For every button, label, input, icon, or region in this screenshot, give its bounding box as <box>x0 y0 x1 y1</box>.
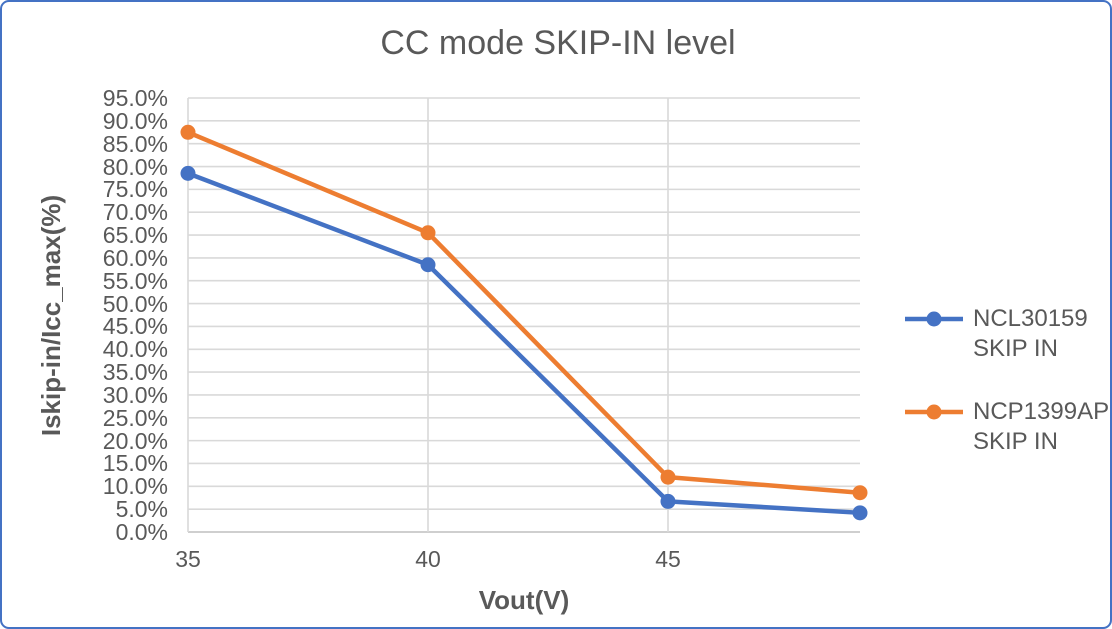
x-tick-label: 40 <box>415 546 441 572</box>
y-tick-label: 45.0% <box>102 313 168 340</box>
y-tick-label: 65.0% <box>102 222 168 249</box>
y-tick-label: 25.0% <box>102 404 168 431</box>
x-tick-label: 35 <box>175 546 201 572</box>
x-tick-label: 45 <box>655 546 681 572</box>
y-tick-label: 20.0% <box>102 427 168 454</box>
y-tick-label: 55.0% <box>102 267 168 294</box>
chart-title: CC mode SKIP-IN level <box>380 24 736 62</box>
y-tick-label: 60.0% <box>102 244 168 271</box>
y-tick-label: 15.0% <box>102 450 168 477</box>
y-tick-label: 40.0% <box>102 336 168 363</box>
series-line <box>185 130 863 495</box>
legend-item: NCP1399AP SKIP IN <box>904 397 1110 457</box>
y-tick-label: 90.0% <box>102 107 168 134</box>
y-tick-label: 70.0% <box>102 199 168 226</box>
y-tick-label: 35.0% <box>102 359 168 386</box>
data-point-marker <box>660 493 676 509</box>
legend-label: NCL30159 SKIP IN <box>973 305 1088 362</box>
legend: NCL30159 SKIP IN NCP1399AP SKIP IN <box>904 304 1110 457</box>
data-point-marker <box>852 485 868 501</box>
series-line <box>185 171 863 516</box>
legend-item: NCL30159 SKIP IN <box>904 304 1110 364</box>
data-point-marker <box>660 469 676 485</box>
y-tick-label: 80.0% <box>102 153 168 180</box>
data-point-marker <box>420 225 436 241</box>
plot-area <box>180 97 868 533</box>
y-tick-label: 75.0% <box>102 176 168 203</box>
y-tick-label: 5.0% <box>115 496 168 523</box>
y-tick-label: 95.0% <box>102 85 168 111</box>
y-tick-label: 10.0% <box>102 473 168 500</box>
y-tick-label: 50.0% <box>102 290 168 317</box>
y-tick-label: 30.0% <box>102 381 168 408</box>
data-point-marker <box>180 165 196 181</box>
data-point-marker <box>852 505 868 521</box>
y-tick-label: 0.0% <box>115 519 168 545</box>
y-tick-label: 85.0% <box>102 130 168 157</box>
data-point-marker <box>180 124 196 140</box>
legend-label: NCP1399AP SKIP IN <box>973 398 1109 455</box>
x-axis-title: Vout(V) <box>478 585 570 615</box>
legend-line-marker-icon <box>905 311 963 327</box>
legend-line-marker-icon <box>905 404 963 420</box>
data-point-marker <box>420 257 436 273</box>
